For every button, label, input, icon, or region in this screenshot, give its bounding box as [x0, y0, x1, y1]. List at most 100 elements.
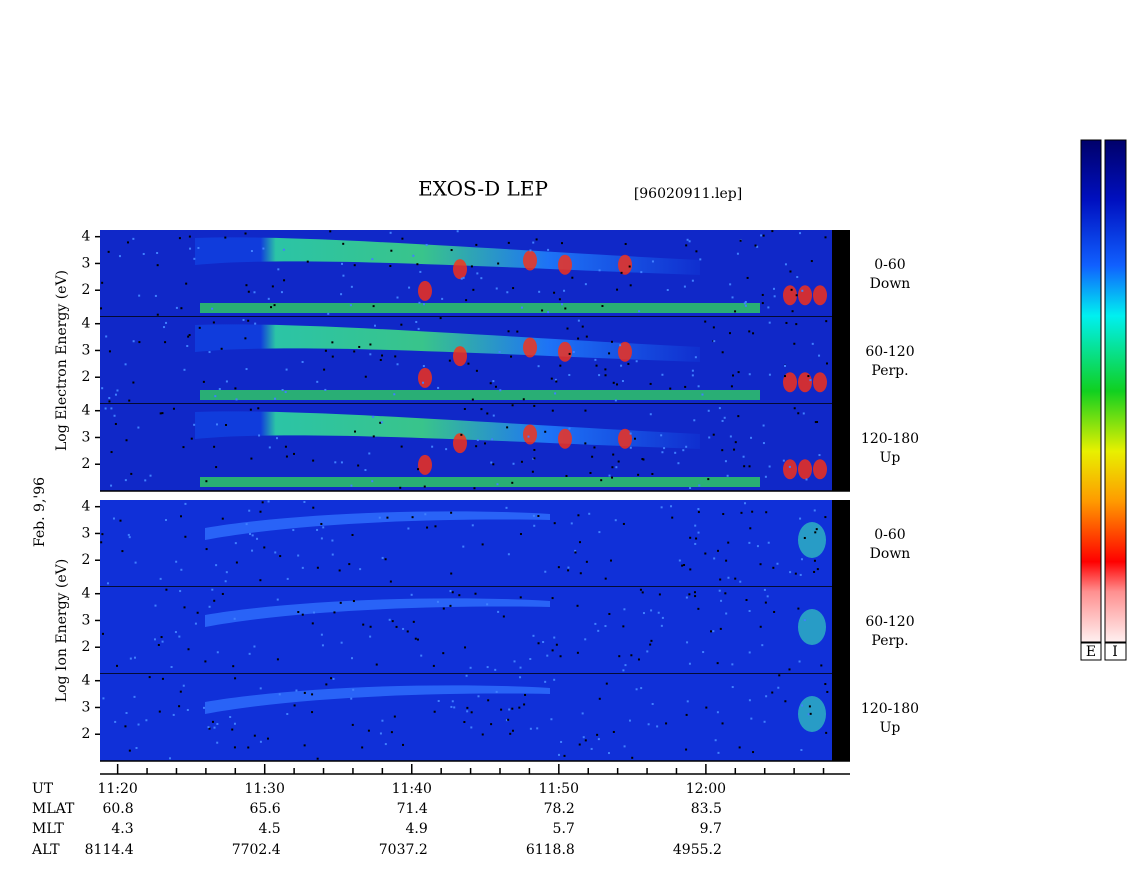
spectrogram-noise	[669, 387, 672, 390]
spectrogram-noise	[683, 285, 686, 288]
spectrogram-noise	[357, 464, 360, 467]
spectrogram-noise	[321, 644, 324, 647]
spectrogram-noise	[584, 739, 587, 742]
spectrogram-noise	[784, 263, 787, 266]
spectrogram-noise	[707, 478, 710, 481]
spectrogram-noise	[189, 247, 192, 250]
spectrogram-noise	[519, 676, 522, 679]
spectrogram-noise	[225, 571, 228, 574]
spectrogram-noise	[471, 398, 474, 401]
ephemeris-value: 78.2	[544, 801, 575, 817]
spectrogram-noise	[180, 307, 183, 310]
spectrogram-noise	[104, 407, 107, 410]
spectrogram-noise	[577, 319, 580, 322]
spectrogram-band	[205, 598, 550, 627]
spectrogram-noise	[588, 512, 591, 515]
spectrogram-noise	[125, 712, 128, 715]
spectrogram-noise	[763, 720, 766, 723]
spectrogram-blob	[453, 259, 467, 280]
spectrogram-noise	[254, 322, 257, 325]
spectrogram-noise	[511, 729, 514, 732]
spectrogram-noise	[557, 753, 560, 756]
spectrogram-noise	[202, 706, 205, 709]
spectrogram-noise	[567, 566, 570, 569]
spectrogram-noise	[312, 506, 315, 509]
spectrogram-noise	[495, 690, 498, 693]
spectrogram-noise	[507, 330, 510, 333]
spectrogram-noise	[558, 298, 561, 301]
spectrogram-noise	[598, 269, 601, 272]
spectrogram-noise	[756, 245, 759, 248]
spectrogram-noise	[724, 592, 727, 595]
spectrogram-noise	[396, 363, 399, 366]
spectrogram-noise	[511, 707, 514, 710]
spectrogram-noise	[765, 511, 768, 514]
ephemeris-value: 8114.4	[85, 842, 134, 858]
spectrogram-noise	[368, 452, 371, 455]
spectrogram-noise	[101, 533, 104, 536]
spectrogram-blob	[453, 346, 467, 367]
spectrogram-noise	[340, 293, 343, 296]
spectrogram-noise	[640, 687, 643, 690]
spectrogram-noise	[544, 570, 547, 573]
spectrogram-noise	[584, 638, 587, 641]
spectrogram-noise	[536, 727, 539, 730]
spectrogram-noise	[628, 265, 631, 268]
spectrogram-noise	[794, 572, 797, 575]
spectrogram-noise	[412, 254, 415, 257]
spectrogram-noise	[234, 542, 237, 545]
spectrogram-noise	[684, 385, 687, 388]
spectrogram-noise	[620, 271, 623, 274]
spectrogram-noise	[292, 529, 295, 532]
spectrogram-noise	[451, 591, 454, 594]
spectrogram-noise	[211, 720, 214, 723]
spectrogram-noise	[110, 451, 113, 454]
spectrogram-noise	[553, 291, 556, 294]
spectrogram-noise	[777, 686, 780, 689]
spectrogram-noise	[202, 380, 205, 383]
spectrogram-noise	[211, 307, 214, 310]
spectrogram-noise	[330, 677, 333, 680]
spectrogram-noise	[364, 375, 367, 378]
ephemeris-value: 4.5	[258, 821, 280, 837]
spectrogram-noise	[132, 340, 135, 343]
spectrogram-noise	[789, 270, 792, 273]
spectrogram-noise	[500, 708, 503, 711]
spectrogram-noise	[208, 605, 211, 608]
spectrogram-noise	[340, 641, 343, 644]
spectrogram-noise	[208, 351, 211, 354]
spectrogram-noise	[145, 719, 148, 722]
spectrogram-noise	[622, 669, 625, 672]
spectrogram-noise	[649, 382, 652, 385]
spectrogram-noise	[450, 249, 453, 252]
spectrogram-noise	[276, 598, 279, 601]
spectrogram-noise	[399, 486, 402, 489]
spectrogram-noise	[491, 438, 494, 441]
spectrogram-noise	[615, 466, 618, 469]
spectrogram-noise	[729, 283, 732, 286]
spectrogram-noise	[375, 663, 378, 666]
spectrogram-noise	[118, 255, 121, 258]
spectrogram-noise	[768, 373, 771, 376]
spectrogram-noise	[208, 727, 211, 730]
spectrogram-noise	[216, 722, 219, 725]
panel-direction: Perp.	[871, 363, 908, 379]
x-tick-label: 11:40	[392, 781, 432, 797]
spectrogram-noise	[513, 660, 516, 663]
spectrogram-noise	[286, 577, 289, 580]
spectrogram-noise	[818, 454, 821, 457]
spectrogram-band	[205, 685, 550, 714]
spectrogram-noise	[697, 607, 700, 610]
y-tick-label: 2	[82, 639, 91, 655]
spectrogram-noise	[431, 445, 434, 448]
spectrogram-noise	[247, 746, 250, 749]
spectrogram-noise	[466, 706, 469, 709]
spectrogram-noise	[693, 591, 696, 594]
spectrogram-noise	[553, 678, 556, 681]
spectrogram-noise	[303, 500, 306, 503]
spectrogram-noise	[721, 449, 724, 452]
spectrogram-blob	[453, 433, 467, 454]
spectrogram-noise	[826, 690, 829, 693]
spectrogram-noise	[178, 705, 181, 708]
spectrogram-noise	[469, 666, 472, 669]
